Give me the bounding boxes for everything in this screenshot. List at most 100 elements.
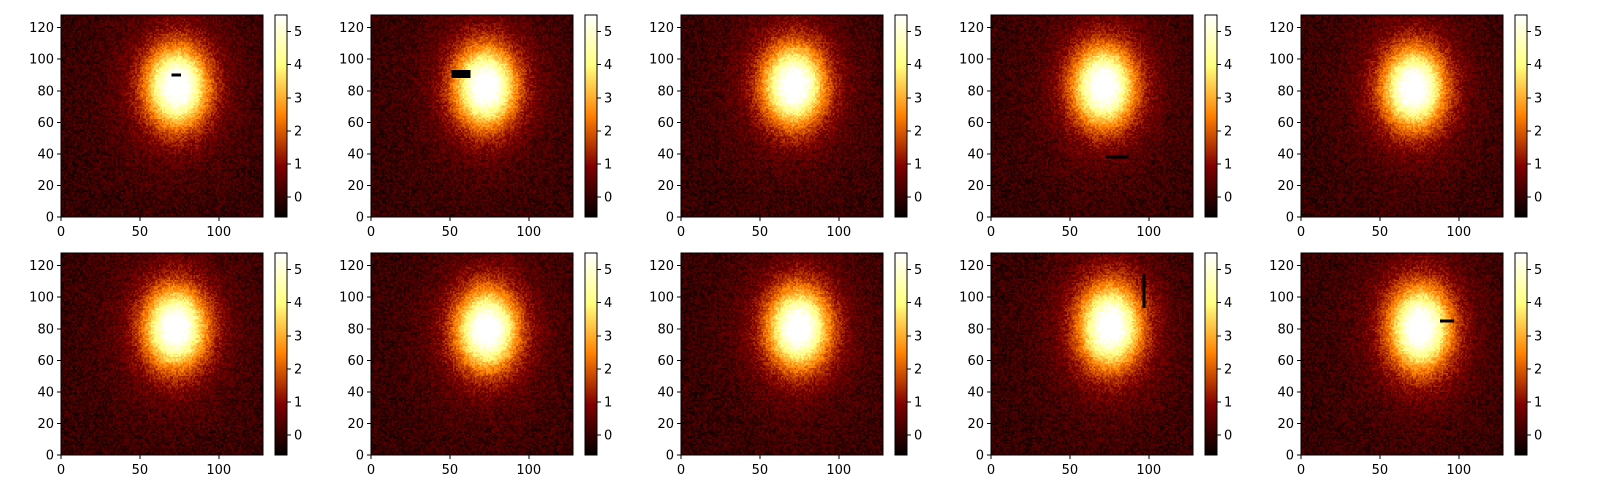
y-tick-label: 60 [967, 116, 984, 131]
y-tick-label: 0 [356, 211, 364, 226]
y-tick-label: 20 [1277, 179, 1294, 194]
colorbar-tick-label: 4 [1224, 58, 1232, 73]
axes-frame [60, 14, 264, 218]
colorbar-frame [894, 252, 908, 456]
colorbar-tick-label: 3 [1534, 329, 1542, 344]
y-tick-label: 40 [967, 147, 984, 162]
colorbar-frame [584, 252, 598, 456]
heatmap-image [681, 253, 883, 455]
y-tick-label: 40 [657, 385, 674, 400]
colorbar-tick-label: 3 [1224, 91, 1232, 106]
y-tick-label: 0 [1286, 449, 1294, 464]
x-tick-label: 50 [1062, 225, 1079, 240]
x-tick-label: 50 [752, 463, 769, 478]
colorbar-tick-label: 3 [604, 91, 612, 106]
y-tick-label: 0 [46, 449, 54, 464]
colorbar-tick-label: 5 [914, 263, 922, 278]
y-tick-label: 120 [959, 21, 984, 36]
colorbar-tick-label: 1 [294, 396, 302, 411]
colorbar [895, 253, 907, 455]
x-tick-label: 0 [987, 225, 995, 240]
colorbar-tick-label: 3 [1534, 91, 1542, 106]
colorbar-frame [1204, 252, 1218, 456]
colorbar-frame [274, 14, 288, 218]
y-tick-label: 60 [347, 116, 364, 131]
axes-frame [1300, 14, 1504, 218]
y-tick-label: 40 [967, 385, 984, 400]
colorbar-tick-label: 1 [1224, 396, 1232, 411]
colorbar-tick-label: 2 [914, 124, 922, 139]
heatmap-image [991, 253, 1193, 455]
y-tick-label: 60 [347, 354, 364, 369]
y-tick-label: 100 [339, 291, 364, 306]
heatmap-image [681, 15, 883, 217]
y-tick-label: 60 [657, 354, 674, 369]
axes-frame [1300, 252, 1504, 456]
y-tick-label: 40 [1277, 147, 1294, 162]
colorbar-tick-label: 2 [1534, 362, 1542, 377]
heatmap-image [61, 15, 263, 217]
heatmap-image [1301, 15, 1503, 217]
x-tick-label: 100 [1446, 463, 1471, 478]
x-tick-label: 50 [132, 463, 149, 478]
y-tick-label: 40 [347, 147, 364, 162]
colorbar [1205, 253, 1217, 455]
y-tick-label: 100 [339, 53, 364, 68]
colorbar-tick-label: 1 [294, 158, 302, 173]
colorbar [275, 15, 287, 217]
colorbar-tick-label: 0 [294, 429, 302, 444]
colorbar-tick-label: 1 [1534, 158, 1542, 173]
y-tick-label: 80 [1277, 322, 1294, 337]
x-tick-label: 0 [987, 463, 995, 478]
y-tick-label: 120 [339, 21, 364, 36]
heatmap-image [371, 253, 573, 455]
colorbar-tick-label: 2 [604, 362, 612, 377]
colorbar-tick-label: 0 [1534, 429, 1542, 444]
colorbar [1205, 15, 1217, 217]
axes-frame [680, 252, 884, 456]
x-tick-label: 100 [1136, 225, 1161, 240]
y-tick-label: 120 [29, 21, 54, 36]
colorbar-frame [1514, 252, 1528, 456]
y-tick-label: 120 [1269, 259, 1294, 274]
x-tick-label: 50 [1372, 225, 1389, 240]
colorbar-tick-label: 5 [1224, 25, 1232, 40]
colorbar-tick-label: 4 [294, 58, 302, 73]
colorbar-frame [584, 14, 598, 218]
heatmap-image [1301, 253, 1503, 455]
y-tick-label: 0 [976, 211, 984, 226]
colorbar-frame [1514, 14, 1528, 218]
y-tick-label: 60 [1277, 116, 1294, 131]
x-tick-label: 0 [57, 463, 65, 478]
y-tick-label: 20 [1277, 417, 1294, 432]
x-tick-label: 50 [442, 463, 459, 478]
y-tick-label: 0 [356, 449, 364, 464]
x-tick-label: 100 [826, 225, 851, 240]
colorbar-tick-label: 4 [914, 296, 922, 311]
colorbar [1515, 15, 1527, 217]
axes-frame [680, 14, 884, 218]
y-tick-label: 0 [666, 449, 674, 464]
y-tick-label: 60 [1277, 354, 1294, 369]
y-tick-label: 20 [967, 417, 984, 432]
colorbar-frame [274, 252, 288, 456]
y-tick-label: 20 [967, 179, 984, 194]
heatmap-panel-10: 0 50 100 0 20 40 60 80 100 120 0 1 2 3 4 5 [1269, 252, 1542, 478]
x-tick-label: 0 [367, 225, 375, 240]
colorbar-tick-label: 0 [914, 429, 922, 444]
y-tick-label: 80 [967, 322, 984, 337]
y-tick-label: 100 [29, 291, 54, 306]
colorbar-tick-label: 1 [604, 158, 612, 173]
x-tick-label: 50 [752, 225, 769, 240]
y-tick-label: 100 [649, 291, 674, 306]
colorbar-tick-label: 2 [294, 124, 302, 139]
colorbar-tick-label: 5 [1534, 263, 1542, 278]
y-tick-label: 100 [649, 53, 674, 68]
x-tick-label: 50 [1062, 463, 1079, 478]
colorbar-tick-label: 3 [914, 329, 922, 344]
x-tick-label: 0 [367, 463, 375, 478]
y-tick-label: 40 [657, 147, 674, 162]
y-tick-label: 120 [339, 259, 364, 274]
colorbar-tick-label: 5 [914, 25, 922, 40]
